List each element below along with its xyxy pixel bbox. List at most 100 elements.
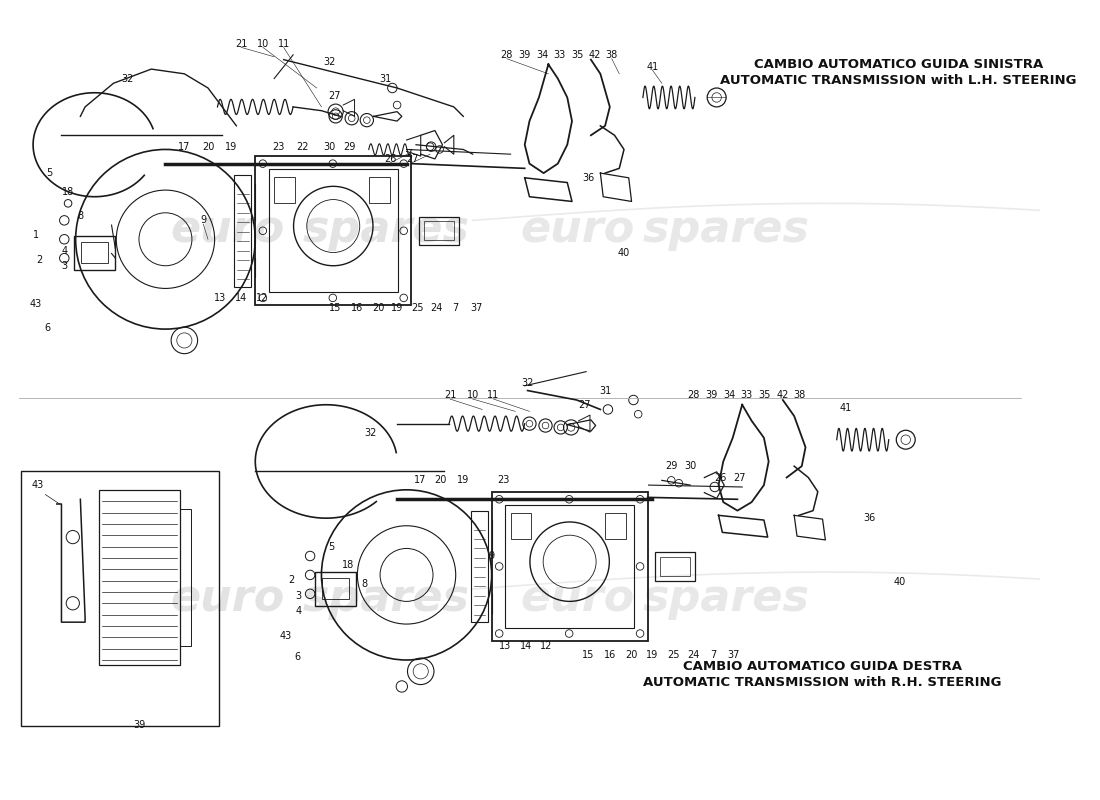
Text: 41: 41 — [646, 62, 659, 72]
Text: 2: 2 — [288, 574, 295, 585]
Text: spares: spares — [302, 208, 470, 251]
Text: euro: euro — [520, 208, 635, 251]
Text: 27: 27 — [329, 90, 341, 101]
Text: 7: 7 — [452, 303, 459, 314]
Bar — [274, 177, 295, 203]
Text: 39: 39 — [134, 719, 146, 730]
Text: 33: 33 — [553, 50, 565, 60]
Text: 8: 8 — [361, 579, 367, 590]
Text: 28: 28 — [686, 390, 700, 400]
Text: 5: 5 — [46, 168, 53, 178]
Text: euro: euro — [170, 577, 285, 620]
Text: 42: 42 — [588, 50, 601, 60]
Text: 37: 37 — [727, 650, 740, 660]
Text: 24: 24 — [686, 650, 700, 660]
Text: spares: spares — [642, 577, 810, 620]
Text: 21: 21 — [443, 390, 456, 400]
Text: 26: 26 — [714, 473, 727, 482]
Text: 40: 40 — [618, 249, 630, 258]
Text: 10: 10 — [466, 390, 478, 400]
Text: 42: 42 — [777, 390, 789, 400]
Text: 19: 19 — [646, 650, 659, 660]
Text: 34: 34 — [537, 50, 549, 60]
Text: 21: 21 — [235, 38, 248, 49]
Text: 43: 43 — [30, 298, 42, 309]
Text: 18: 18 — [62, 187, 74, 197]
Text: 15: 15 — [329, 303, 342, 314]
Text: AUTOMATIC TRANSMISSION with R.H. STEERING: AUTOMATIC TRANSMISSION with R.H. STEERIN… — [644, 676, 1002, 689]
Bar — [315, 572, 356, 606]
Text: 39: 39 — [705, 390, 717, 400]
Text: 2: 2 — [36, 255, 43, 265]
Text: euro: euro — [170, 208, 285, 251]
Text: 29: 29 — [666, 461, 678, 471]
Text: 6: 6 — [295, 652, 301, 662]
Bar — [505, 505, 635, 628]
Text: 38: 38 — [794, 390, 806, 400]
Text: CAMBIO AUTOMATICO GUIDA DESTRA: CAMBIO AUTOMATICO GUIDA DESTRA — [683, 660, 962, 673]
Text: 3: 3 — [296, 590, 301, 601]
Text: 32: 32 — [121, 74, 134, 83]
Text: 32: 32 — [521, 378, 534, 388]
Bar — [492, 492, 648, 641]
Text: 20: 20 — [372, 303, 384, 314]
Text: 32: 32 — [322, 57, 335, 66]
Text: CAMBIO AUTOMATICO GUIDA SINISTRA: CAMBIO AUTOMATICO GUIDA SINISTRA — [754, 58, 1043, 71]
Text: euro: euro — [520, 577, 635, 620]
Bar — [99, 490, 179, 665]
Text: 37: 37 — [471, 303, 483, 314]
Text: spares: spares — [642, 208, 810, 251]
Bar — [255, 156, 411, 306]
Text: 19: 19 — [458, 475, 470, 486]
Text: 14: 14 — [519, 641, 531, 651]
Text: 11: 11 — [277, 38, 289, 49]
Bar — [368, 177, 389, 203]
Text: 19: 19 — [390, 303, 404, 314]
Text: 33: 33 — [740, 390, 754, 400]
Text: 17: 17 — [414, 475, 426, 486]
Text: AUTOMATIC TRANSMISSION with L.H. STEERING: AUTOMATIC TRANSMISSION with L.H. STEERIN… — [719, 74, 1077, 87]
Text: 20: 20 — [434, 475, 447, 486]
Text: 4: 4 — [62, 246, 67, 256]
Text: 41: 41 — [839, 402, 851, 413]
Text: 24: 24 — [430, 303, 443, 314]
Text: 14: 14 — [235, 293, 248, 303]
Text: 20: 20 — [626, 650, 638, 660]
Text: 18: 18 — [342, 561, 354, 570]
Text: 7: 7 — [710, 650, 716, 660]
Text: 16: 16 — [604, 650, 616, 660]
Text: 26: 26 — [384, 154, 397, 164]
Text: 34: 34 — [723, 390, 735, 400]
Text: 27: 27 — [578, 400, 591, 410]
Text: 32: 32 — [364, 428, 377, 438]
Bar — [81, 242, 108, 263]
Bar — [322, 578, 349, 598]
Text: 5: 5 — [328, 542, 334, 551]
Text: 28: 28 — [500, 50, 513, 60]
Text: 36: 36 — [864, 513, 876, 523]
Text: 9: 9 — [200, 215, 207, 226]
Bar — [660, 557, 690, 576]
Text: 22: 22 — [296, 142, 309, 152]
Bar — [268, 170, 398, 292]
Text: 4: 4 — [296, 606, 301, 616]
Text: 29: 29 — [343, 142, 356, 152]
Text: 25: 25 — [667, 650, 680, 660]
Text: 1: 1 — [33, 230, 39, 241]
Text: 35: 35 — [759, 390, 771, 400]
Text: 19: 19 — [224, 142, 236, 152]
Bar — [510, 513, 531, 539]
Text: 6: 6 — [44, 323, 51, 333]
Text: 31: 31 — [379, 74, 392, 83]
Text: 16: 16 — [351, 303, 363, 314]
Bar — [605, 513, 626, 539]
Text: 3: 3 — [62, 261, 67, 270]
Text: 39: 39 — [518, 50, 531, 60]
Text: 10: 10 — [256, 38, 270, 49]
Text: 15: 15 — [582, 650, 594, 660]
Text: 30: 30 — [684, 461, 696, 471]
Text: 20: 20 — [201, 142, 214, 152]
Bar — [179, 509, 191, 646]
Text: 27: 27 — [406, 154, 418, 164]
Text: 36: 36 — [582, 173, 594, 183]
